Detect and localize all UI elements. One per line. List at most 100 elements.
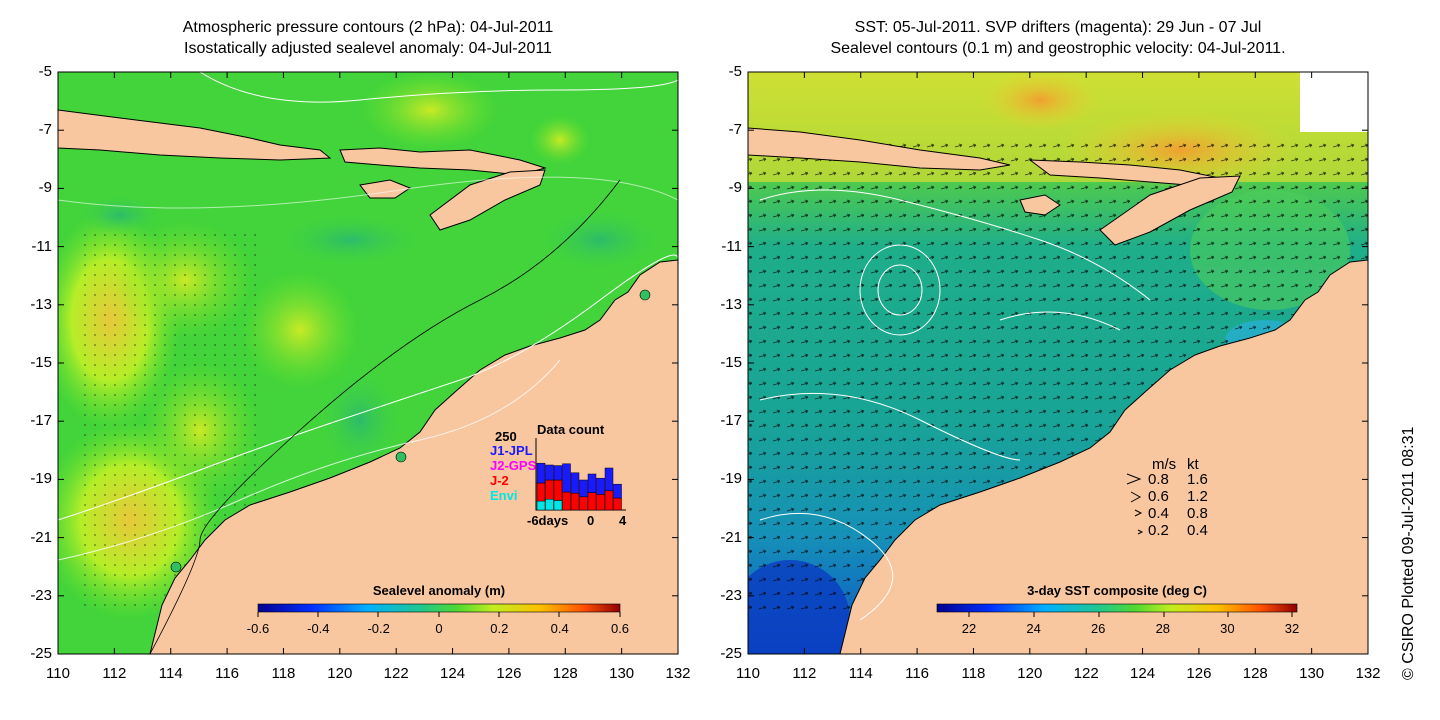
- y-tick-label-right: -5: [728, 63, 742, 80]
- y-tick-label-left: -7: [38, 121, 52, 139]
- y-tick-label-left: -11: [31, 237, 52, 255]
- inset-bar: [536, 462, 546, 484]
- speed-row-2-ms: 0.4: [1148, 505, 1169, 522]
- inset-bar: [596, 494, 605, 511]
- inset-bar: [604, 467, 614, 492]
- speed-row-1-kt: 1.2: [1187, 488, 1208, 505]
- left-colorbar-tick: 0.6: [610, 621, 630, 636]
- x-tick-label-right: 114: [848, 665, 873, 682]
- inset-bar: [596, 477, 605, 495]
- x-tick-label-left: 126: [496, 665, 522, 682]
- inset-bar: [587, 473, 597, 493]
- left-title-line2: Isostatically adjusted sealevel anomaly:…: [184, 40, 552, 57]
- y-tick-label-left: -13: [30, 295, 52, 313]
- left-map: [58, 72, 678, 654]
- x-tick-label-left: 116: [215, 665, 240, 682]
- inset-bar: [545, 498, 554, 511]
- x-tick-label-left: 118: [271, 665, 296, 682]
- inset-bar: [562, 463, 571, 493]
- y-tick-label-left: -17: [30, 412, 52, 430]
- left-colorbar-tick: 0.4: [550, 621, 569, 636]
- speed-header-kt: kt: [1187, 456, 1199, 473]
- left-title-line1: Atmospheric pressure contours (2 hPa): 0…: [182, 19, 554, 36]
- inset-legend-1: J2-GPS: [490, 458, 537, 473]
- x-tick-label-left: 122: [383, 665, 409, 682]
- left-colorbar-tick: 0: [435, 621, 443, 636]
- right-colorbar-tick: 22: [961, 621, 977, 636]
- right-colorbar-tick: 28: [1155, 621, 1171, 636]
- x-tick-label-right: 128: [1242, 665, 1268, 682]
- inset-xlabel-left: -6days: [527, 513, 569, 528]
- right-colorbar-tick: 30: [1220, 621, 1235, 636]
- inset-bar: [536, 500, 546, 511]
- x-tick-label-right: 120: [1017, 665, 1043, 682]
- credit-text: © CSIRO Plotted 09-Jul-2011 08:31: [1400, 426, 1417, 680]
- inset-bar: [545, 479, 554, 500]
- inset-bar: [545, 464, 554, 481]
- inset-bar: [562, 491, 571, 511]
- right-map: [748, 72, 1368, 654]
- y-tick-label-right: -25: [720, 645, 742, 662]
- right-title-line2: Sealevel contours (0.1 m) and geostrophi…: [830, 40, 1286, 57]
- speed-header-ms: m/s: [1152, 456, 1177, 473]
- y-tick-label-right: -9: [728, 179, 742, 197]
- x-tick-label-left: 130: [609, 665, 635, 682]
- x-tick-label-right: 112: [792, 665, 817, 682]
- speed-row-0-kt: 1.6: [1187, 471, 1208, 488]
- inset-xlabel-mid: 0: [587, 513, 595, 528]
- x-tick-label-left: 120: [327, 665, 353, 682]
- speed-row-1-ms: 0.6: [1148, 488, 1169, 505]
- inset-bar: [579, 479, 588, 498]
- x-tick-label-right: 110: [736, 665, 760, 682]
- speed-row-3-kt: 0.4: [1187, 522, 1208, 539]
- inset-title: Data count: [537, 422, 605, 437]
- y-tick-label-right: -17: [720, 412, 742, 430]
- right-colorbar-tick: 24: [1026, 621, 1041, 636]
- y-tick-label-left: -9: [38, 179, 52, 197]
- x-tick-label-right: 124: [1130, 665, 1156, 682]
- speed-row-3-ms: 0.2: [1148, 522, 1169, 539]
- right-title-line1: SST: 05-Jul-2011. SVP drifters (magenta)…: [854, 19, 1262, 36]
- y-tick-label-right: -23: [720, 586, 742, 604]
- x-tick-label-left: 124: [440, 665, 466, 682]
- y-tick-label-left: -15: [30, 354, 52, 371]
- inset-bar: [570, 472, 580, 494]
- y-tick-label-left: -23: [30, 586, 52, 604]
- x-tick-label-right: 116: [905, 665, 930, 682]
- inset-bar: [553, 465, 563, 481]
- y-tick-label-left: -25: [30, 645, 52, 662]
- inset-xlabel-right: 4: [619, 513, 627, 528]
- right-colorbar-tick: 32: [1284, 621, 1300, 636]
- x-tick-label-right: 130: [1299, 665, 1325, 682]
- inset-bar: [613, 497, 622, 511]
- inset-bar: [587, 492, 597, 511]
- inset-legend-3: Envi: [490, 488, 518, 503]
- x-tick-label-left: 128: [552, 665, 578, 682]
- y-tick-label-left: -5: [38, 63, 52, 80]
- right-colorbar-label: 3-day SST composite (deg C): [1027, 583, 1207, 598]
- left-colorbar-tick: -0.4: [307, 621, 330, 636]
- y-tick-label-right: -21: [720, 528, 742, 546]
- y-tick-label-left: -21: [30, 528, 52, 546]
- inset-bar: [553, 500, 563, 511]
- y-tick-label-left: -19: [30, 470, 52, 488]
- x-tick-label-left: 132: [665, 665, 691, 682]
- x-tick-label-left: 110: [46, 665, 70, 682]
- inset-bar: [579, 496, 588, 511]
- left-colorbar-tick: 0.2: [490, 621, 509, 636]
- left-colorbar-label: Sealevel anomaly (m): [372, 583, 506, 598]
- right-colorbar-tick: 26: [1090, 621, 1106, 636]
- data-count-inset: [535, 438, 626, 511]
- inset-bar: [604, 490, 614, 511]
- y-tick-label-right: -13: [720, 295, 742, 313]
- inset-bar: [553, 479, 563, 501]
- y-tick-label-right: -19: [720, 470, 742, 488]
- x-tick-label-right: 132: [1355, 665, 1381, 682]
- speed-row-0-ms: 0.8: [1148, 471, 1169, 488]
- inset-ymax: 250: [495, 429, 517, 444]
- x-tick-label-right: 118: [961, 665, 986, 682]
- inset-bar: [613, 483, 622, 499]
- x-tick-label-right: 126: [1186, 665, 1212, 682]
- inset-bar: [536, 482, 546, 502]
